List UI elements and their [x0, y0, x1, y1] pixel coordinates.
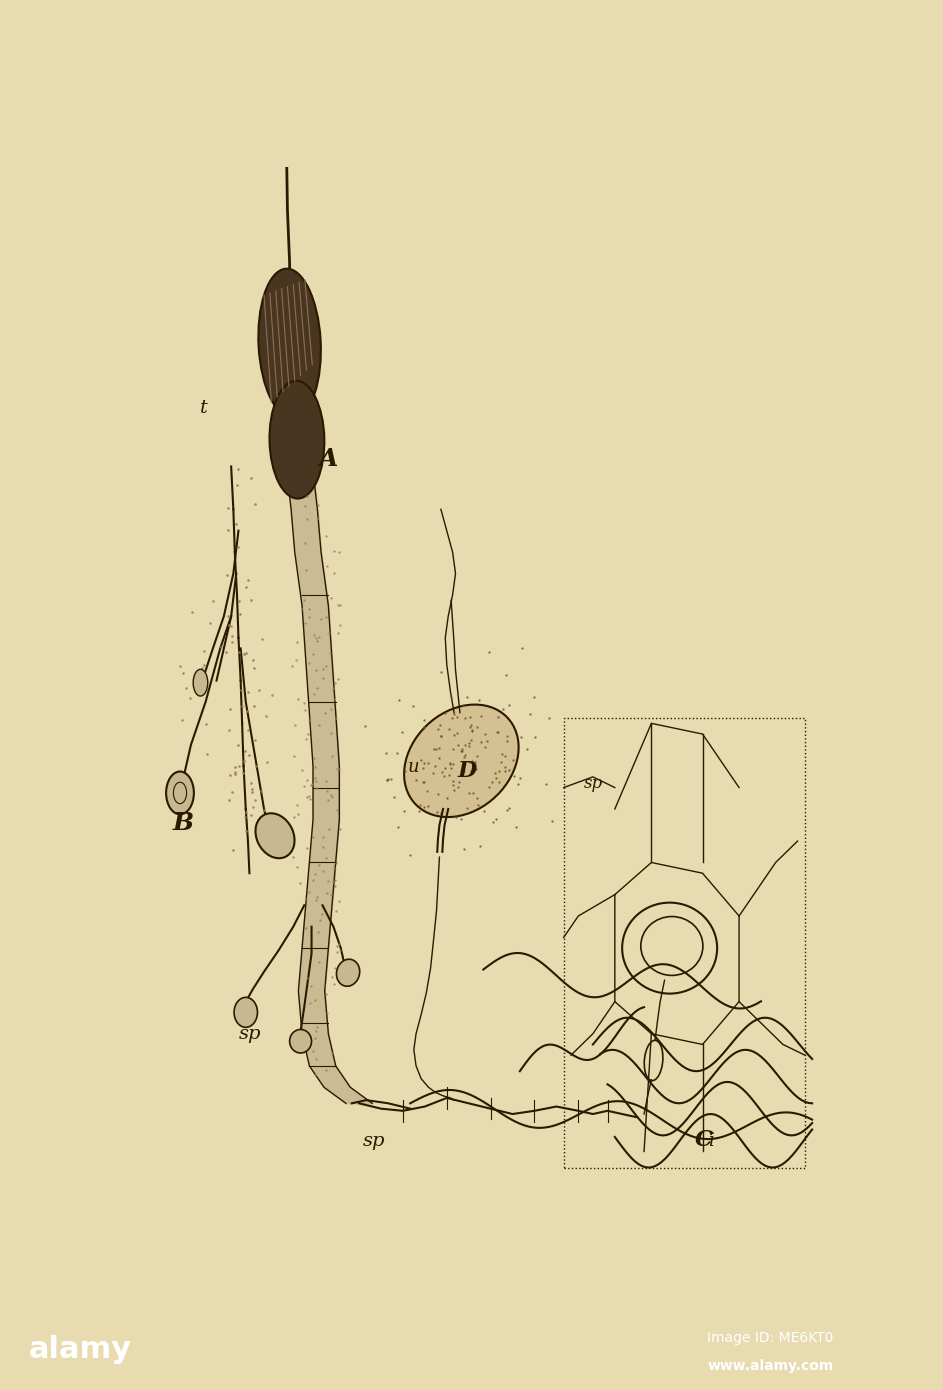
- Text: B: B: [173, 812, 194, 835]
- Text: alamy: alamy: [28, 1336, 131, 1365]
- Ellipse shape: [256, 813, 294, 858]
- Text: i: i: [708, 1131, 714, 1150]
- Ellipse shape: [337, 959, 359, 987]
- Text: sp: sp: [239, 1024, 261, 1042]
- Text: sp: sp: [584, 774, 604, 791]
- Text: C: C: [695, 1129, 713, 1151]
- Text: Image ID: ME6KT0: Image ID: ME6KT0: [707, 1330, 834, 1346]
- Text: A: A: [319, 448, 339, 471]
- Ellipse shape: [193, 670, 207, 696]
- Ellipse shape: [166, 771, 194, 815]
- Ellipse shape: [405, 705, 519, 817]
- Text: u: u: [407, 758, 419, 776]
- Ellipse shape: [234, 998, 257, 1027]
- Ellipse shape: [258, 268, 321, 418]
- Text: www.alamy.com: www.alamy.com: [707, 1359, 834, 1373]
- Ellipse shape: [270, 381, 324, 499]
- Text: D: D: [457, 760, 477, 781]
- Text: t: t: [200, 399, 207, 417]
- Text: sp: sp: [363, 1131, 385, 1150]
- Ellipse shape: [290, 1030, 311, 1054]
